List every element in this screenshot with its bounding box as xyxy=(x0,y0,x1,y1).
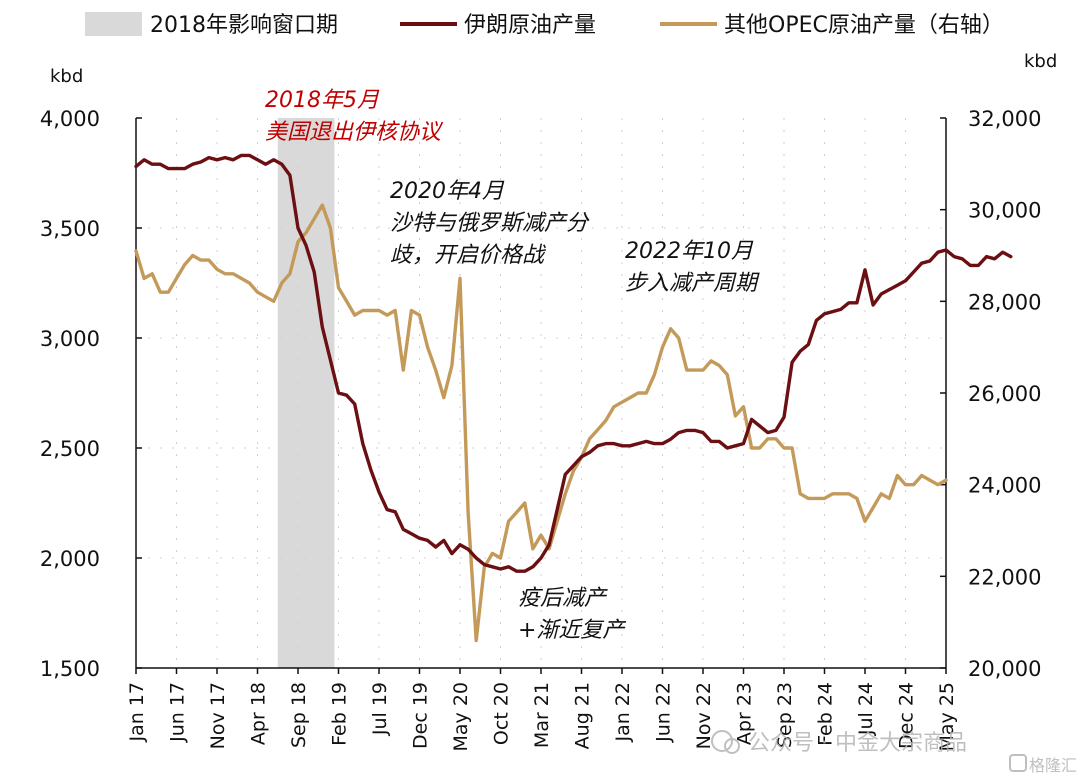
right-axis-ticks: 32,000 30,000 28,000 26,000 24,000 22,000 20,0… xyxy=(940,107,1041,681)
annotation-2022-line2: 步入减产周期 xyxy=(625,271,760,296)
left-tick-label: 4,000 xyxy=(40,107,100,131)
watermark-text: 公众号 · 中金大宗商品 xyxy=(748,731,967,756)
annotation-covid-line2: +渐近复产 xyxy=(518,618,626,643)
right-tick-label: 20,000 xyxy=(968,657,1041,681)
annotation-2018: 2018年5月 美国退出伊核协议 xyxy=(265,88,444,145)
watermark-logo-box xyxy=(1009,754,1027,772)
right-axis-unit: kbd xyxy=(1024,51,1057,72)
shade-period xyxy=(277,118,335,668)
annotation-2020-line1: 2020年4月 xyxy=(390,179,505,204)
annotation-2018-line1: 2018年5月 xyxy=(265,88,380,113)
right-tick-label: 24,000 xyxy=(968,474,1041,498)
x-tick-label: Oct 20 xyxy=(491,682,513,745)
left-axis-ticks: 4,000 3,500 3,000 2,500 2,000 1,500 xyxy=(40,107,142,681)
x-tick-label: May 20 xyxy=(450,682,472,752)
x-tick-label: Dec 24 xyxy=(896,682,918,749)
annotation-2020-line2: 沙特与俄罗斯减产分 xyxy=(390,211,590,236)
x-tick-label: Apr 23 xyxy=(734,682,756,745)
annotation-2020: 2020年4月 沙特与俄罗斯减产分 歧，开启价格战 xyxy=(390,179,590,268)
series-iran-line xyxy=(134,153,1013,573)
wechat-icon xyxy=(711,730,733,752)
left-tick-label: 2,500 xyxy=(40,437,100,461)
right-tick-label: 32,000 xyxy=(968,107,1041,131)
left-axis-unit: kbd xyxy=(50,66,83,87)
x-tick-label: Aug 21 xyxy=(572,682,594,749)
x-tick-label: Jul 19 xyxy=(369,682,391,736)
right-tick-label: 30,000 xyxy=(968,199,1041,223)
left-tick-label: 3,500 xyxy=(40,217,100,241)
watermark: 公众号 · 中金大宗商品 格隆汇 xyxy=(711,730,1077,775)
left-tick-label: 3,000 xyxy=(40,327,100,351)
x-tick-label: Jul 24 xyxy=(855,682,877,736)
annotation-covid-line1: 疫后减产 xyxy=(518,586,608,611)
x-tick-label: Sep 23 xyxy=(774,682,796,748)
legend: 2018年影响窗口期 伊朗原油产量 其他OPEC原油产量（右轴） xyxy=(85,12,1004,38)
x-tick-label: Sep 18 xyxy=(288,682,310,748)
annotation-2018-line2: 美国退出伊核协议 xyxy=(265,120,444,145)
x-axis-ticks: Jan 17 Jun 17 Nov 17 Apr 18 Sep 18 Feb 19 Jul … xyxy=(126,668,958,752)
x-tick-label: Nov 22 xyxy=(693,682,715,749)
annotation-covid: 疫后减产 +渐近复产 xyxy=(518,586,626,643)
x-tick-label: Feb 19 xyxy=(329,682,351,746)
x-tick-label: Jun 17 xyxy=(167,682,189,743)
x-tick-label: Mar 21 xyxy=(531,682,553,748)
legend-opec-label: 其他OPEC原油产量（右轴） xyxy=(724,13,1004,38)
left-tick-label: 1,500 xyxy=(40,657,100,681)
x-tick-label: Dec 19 xyxy=(410,682,432,749)
x-tick-label: Jun 22 xyxy=(653,682,675,743)
right-tick-label: 28,000 xyxy=(968,290,1041,314)
right-tick-label: 26,000 xyxy=(968,382,1041,406)
x-tick-label: Jan 17 xyxy=(126,682,148,743)
x-tick-label: Feb 24 xyxy=(815,682,837,746)
annotation-2022-line1: 2022年10月 xyxy=(625,239,754,264)
legend-shade-swatch xyxy=(85,12,142,36)
series-other-opec-line xyxy=(134,203,948,643)
annotation-2020-line3: 歧，开启价格战 xyxy=(390,243,547,268)
x-tick-label: May 25 xyxy=(936,682,958,752)
legend-shade-label: 2018年影响窗口期 xyxy=(150,13,338,38)
annotation-2022: 2022年10月 步入减产周期 xyxy=(625,239,760,296)
wechat-icon-dot xyxy=(724,738,740,754)
right-tick-label: 22,000 xyxy=(968,565,1041,589)
left-tick-label: 2,000 xyxy=(40,547,100,571)
series-layer xyxy=(134,153,1013,643)
x-tick-label: Apr 18 xyxy=(248,682,270,745)
x-tick-label: Jan 22 xyxy=(612,682,634,743)
x-tick-label: Nov 17 xyxy=(207,682,229,749)
legend-iran-label: 伊朗原油产量 xyxy=(464,13,596,38)
watermark-logo: 格隆汇 xyxy=(1029,756,1077,775)
